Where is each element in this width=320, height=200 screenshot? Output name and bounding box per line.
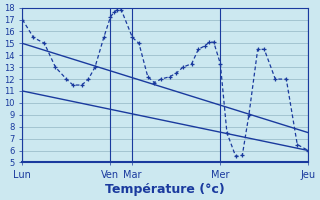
X-axis label: Température (°c): Température (°c) [106,183,225,196]
